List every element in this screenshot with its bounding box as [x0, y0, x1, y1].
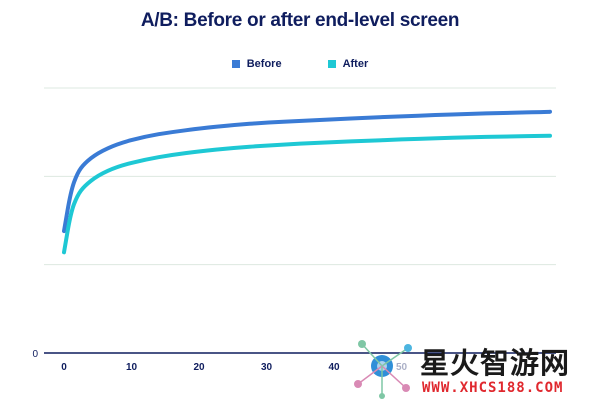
grid-lines — [44, 87, 556, 266]
legend-swatch-after — [327, 60, 336, 68]
x-tick-label: 40 — [328, 362, 340, 373]
x-tick-label: 30 — [261, 362, 273, 373]
chart-title: A/B: Before or after end-level screen — [140, 10, 460, 31]
legend-item-before[interactable]: Before — [231, 58, 282, 70]
legend: Before After — [0, 58, 600, 70]
watermark-text-url: WWW.XHCS188.COM — [422, 380, 564, 396]
legend-swatch-before — [231, 60, 240, 68]
x-tick-label: 50 — [396, 362, 408, 373]
axes: 0 0 10 20 30 40 50 — [32, 349, 556, 373]
watermark-text-cn: 星火智游网 — [420, 346, 571, 380]
legend-item-after[interactable]: After — [327, 58, 369, 70]
x-tick-label: 0 — [61, 362, 67, 373]
legend-label-before: Before — [246, 58, 282, 70]
y-tick-label: 0 — [32, 349, 38, 360]
legend-label-after: After — [342, 58, 369, 70]
series-line-after[interactable] — [62, 133, 552, 255]
x-tick-label: 10 — [126, 362, 138, 373]
series-line-before[interactable] — [62, 109, 552, 234]
watermark-logo-icon — [354, 340, 412, 399]
watermark: 星火智游网 WWW.XHCS188.COM — [350, 336, 600, 400]
x-tick-label: 20 — [193, 362, 205, 373]
series-lines — [62, 109, 552, 255]
